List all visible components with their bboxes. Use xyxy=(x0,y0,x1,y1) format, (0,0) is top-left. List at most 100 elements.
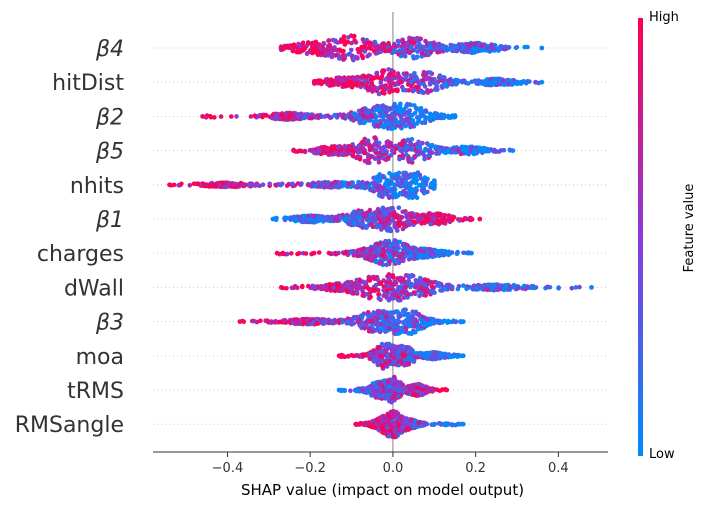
shap-point xyxy=(355,154,360,160)
shap-point xyxy=(359,107,365,113)
shap-point xyxy=(191,181,197,187)
shap-point xyxy=(434,80,439,86)
shap-point xyxy=(506,81,511,87)
shap-point xyxy=(339,152,344,157)
shap-point xyxy=(378,49,384,55)
shap-point xyxy=(394,227,400,232)
shap-point xyxy=(409,157,415,162)
shap-point xyxy=(397,141,402,147)
shap-point xyxy=(345,289,351,295)
shap-point xyxy=(461,250,466,256)
shap-point xyxy=(401,241,406,247)
shap-point xyxy=(285,43,291,49)
shap-point xyxy=(338,77,343,83)
shap-point xyxy=(319,47,324,53)
shap-point xyxy=(386,276,392,282)
shap-point xyxy=(314,316,320,322)
shap-point xyxy=(336,250,341,256)
shap-point xyxy=(354,282,360,288)
shap-point xyxy=(305,317,310,323)
shap-point xyxy=(467,42,472,47)
shap-point xyxy=(404,145,410,150)
shap-point xyxy=(320,321,326,326)
shap-point xyxy=(427,111,433,117)
shap-point-extreme xyxy=(237,319,243,324)
shap-point xyxy=(415,79,420,85)
shap-point xyxy=(408,79,414,85)
shap-point xyxy=(416,216,422,222)
shap-point xyxy=(375,123,381,128)
shap-point xyxy=(449,149,455,155)
shap-point xyxy=(378,213,384,218)
shap-point xyxy=(207,113,213,119)
shap-point xyxy=(372,135,378,140)
shap-point xyxy=(369,255,375,261)
shap-point xyxy=(365,155,371,160)
shap-point xyxy=(278,182,284,188)
shap-point xyxy=(373,107,379,113)
shap-point xyxy=(399,215,405,220)
shap-point xyxy=(326,152,332,157)
shap-point xyxy=(385,108,390,113)
shap-point xyxy=(419,90,425,95)
shap-point xyxy=(316,43,321,49)
shap-point xyxy=(387,220,392,226)
shap-point xyxy=(471,41,477,47)
shap-point xyxy=(387,116,392,122)
shap-point xyxy=(295,149,300,154)
shap-point xyxy=(422,156,427,162)
shap-point-extreme xyxy=(539,79,545,85)
shap-point xyxy=(331,285,336,291)
shap-point xyxy=(353,40,359,45)
shap-point xyxy=(397,101,403,107)
shap-point xyxy=(402,320,408,326)
shap-point xyxy=(386,67,391,72)
shap-point xyxy=(396,74,402,80)
shap-point xyxy=(471,46,477,51)
shap-point xyxy=(533,285,539,290)
shap-point xyxy=(392,110,398,115)
shap-point xyxy=(416,312,422,317)
shap-point xyxy=(179,181,184,187)
shap-point xyxy=(337,180,343,186)
shap-point xyxy=(310,40,316,46)
shap-point xyxy=(364,46,370,51)
shap-point xyxy=(448,114,454,119)
shap-point xyxy=(248,114,254,119)
shap-point xyxy=(365,40,371,46)
shap-point xyxy=(395,182,401,187)
feature-points-6 xyxy=(274,238,474,268)
shap-point xyxy=(481,148,486,153)
feature-points-2 xyxy=(200,101,458,132)
shap-point xyxy=(360,314,365,320)
shap-point xyxy=(363,115,369,120)
shap-point xyxy=(339,37,344,42)
shap-point xyxy=(407,248,412,254)
shap-point xyxy=(440,85,445,90)
shap-point xyxy=(452,319,458,325)
shap-point xyxy=(374,119,379,124)
shap-point xyxy=(490,46,495,51)
shap-point xyxy=(525,44,530,50)
shap-point xyxy=(404,40,410,46)
shap-point xyxy=(457,218,462,223)
shap-point xyxy=(461,283,466,288)
shap-point xyxy=(434,151,439,156)
shap-point xyxy=(362,158,368,164)
shap-point xyxy=(401,71,407,76)
shap-point xyxy=(395,88,400,94)
shap-point xyxy=(411,40,417,46)
shap-point xyxy=(229,114,234,119)
shap-point xyxy=(333,150,339,156)
shap-point xyxy=(393,281,398,287)
shap-point xyxy=(484,77,490,83)
shap-point xyxy=(378,309,383,314)
shap-point xyxy=(382,207,387,212)
shap-point xyxy=(433,144,439,149)
shap-point xyxy=(378,80,384,85)
shap-point xyxy=(213,184,219,189)
shap-point xyxy=(556,285,561,290)
shap-point xyxy=(488,80,494,85)
shap-point xyxy=(382,144,387,150)
shap-point xyxy=(411,290,417,295)
